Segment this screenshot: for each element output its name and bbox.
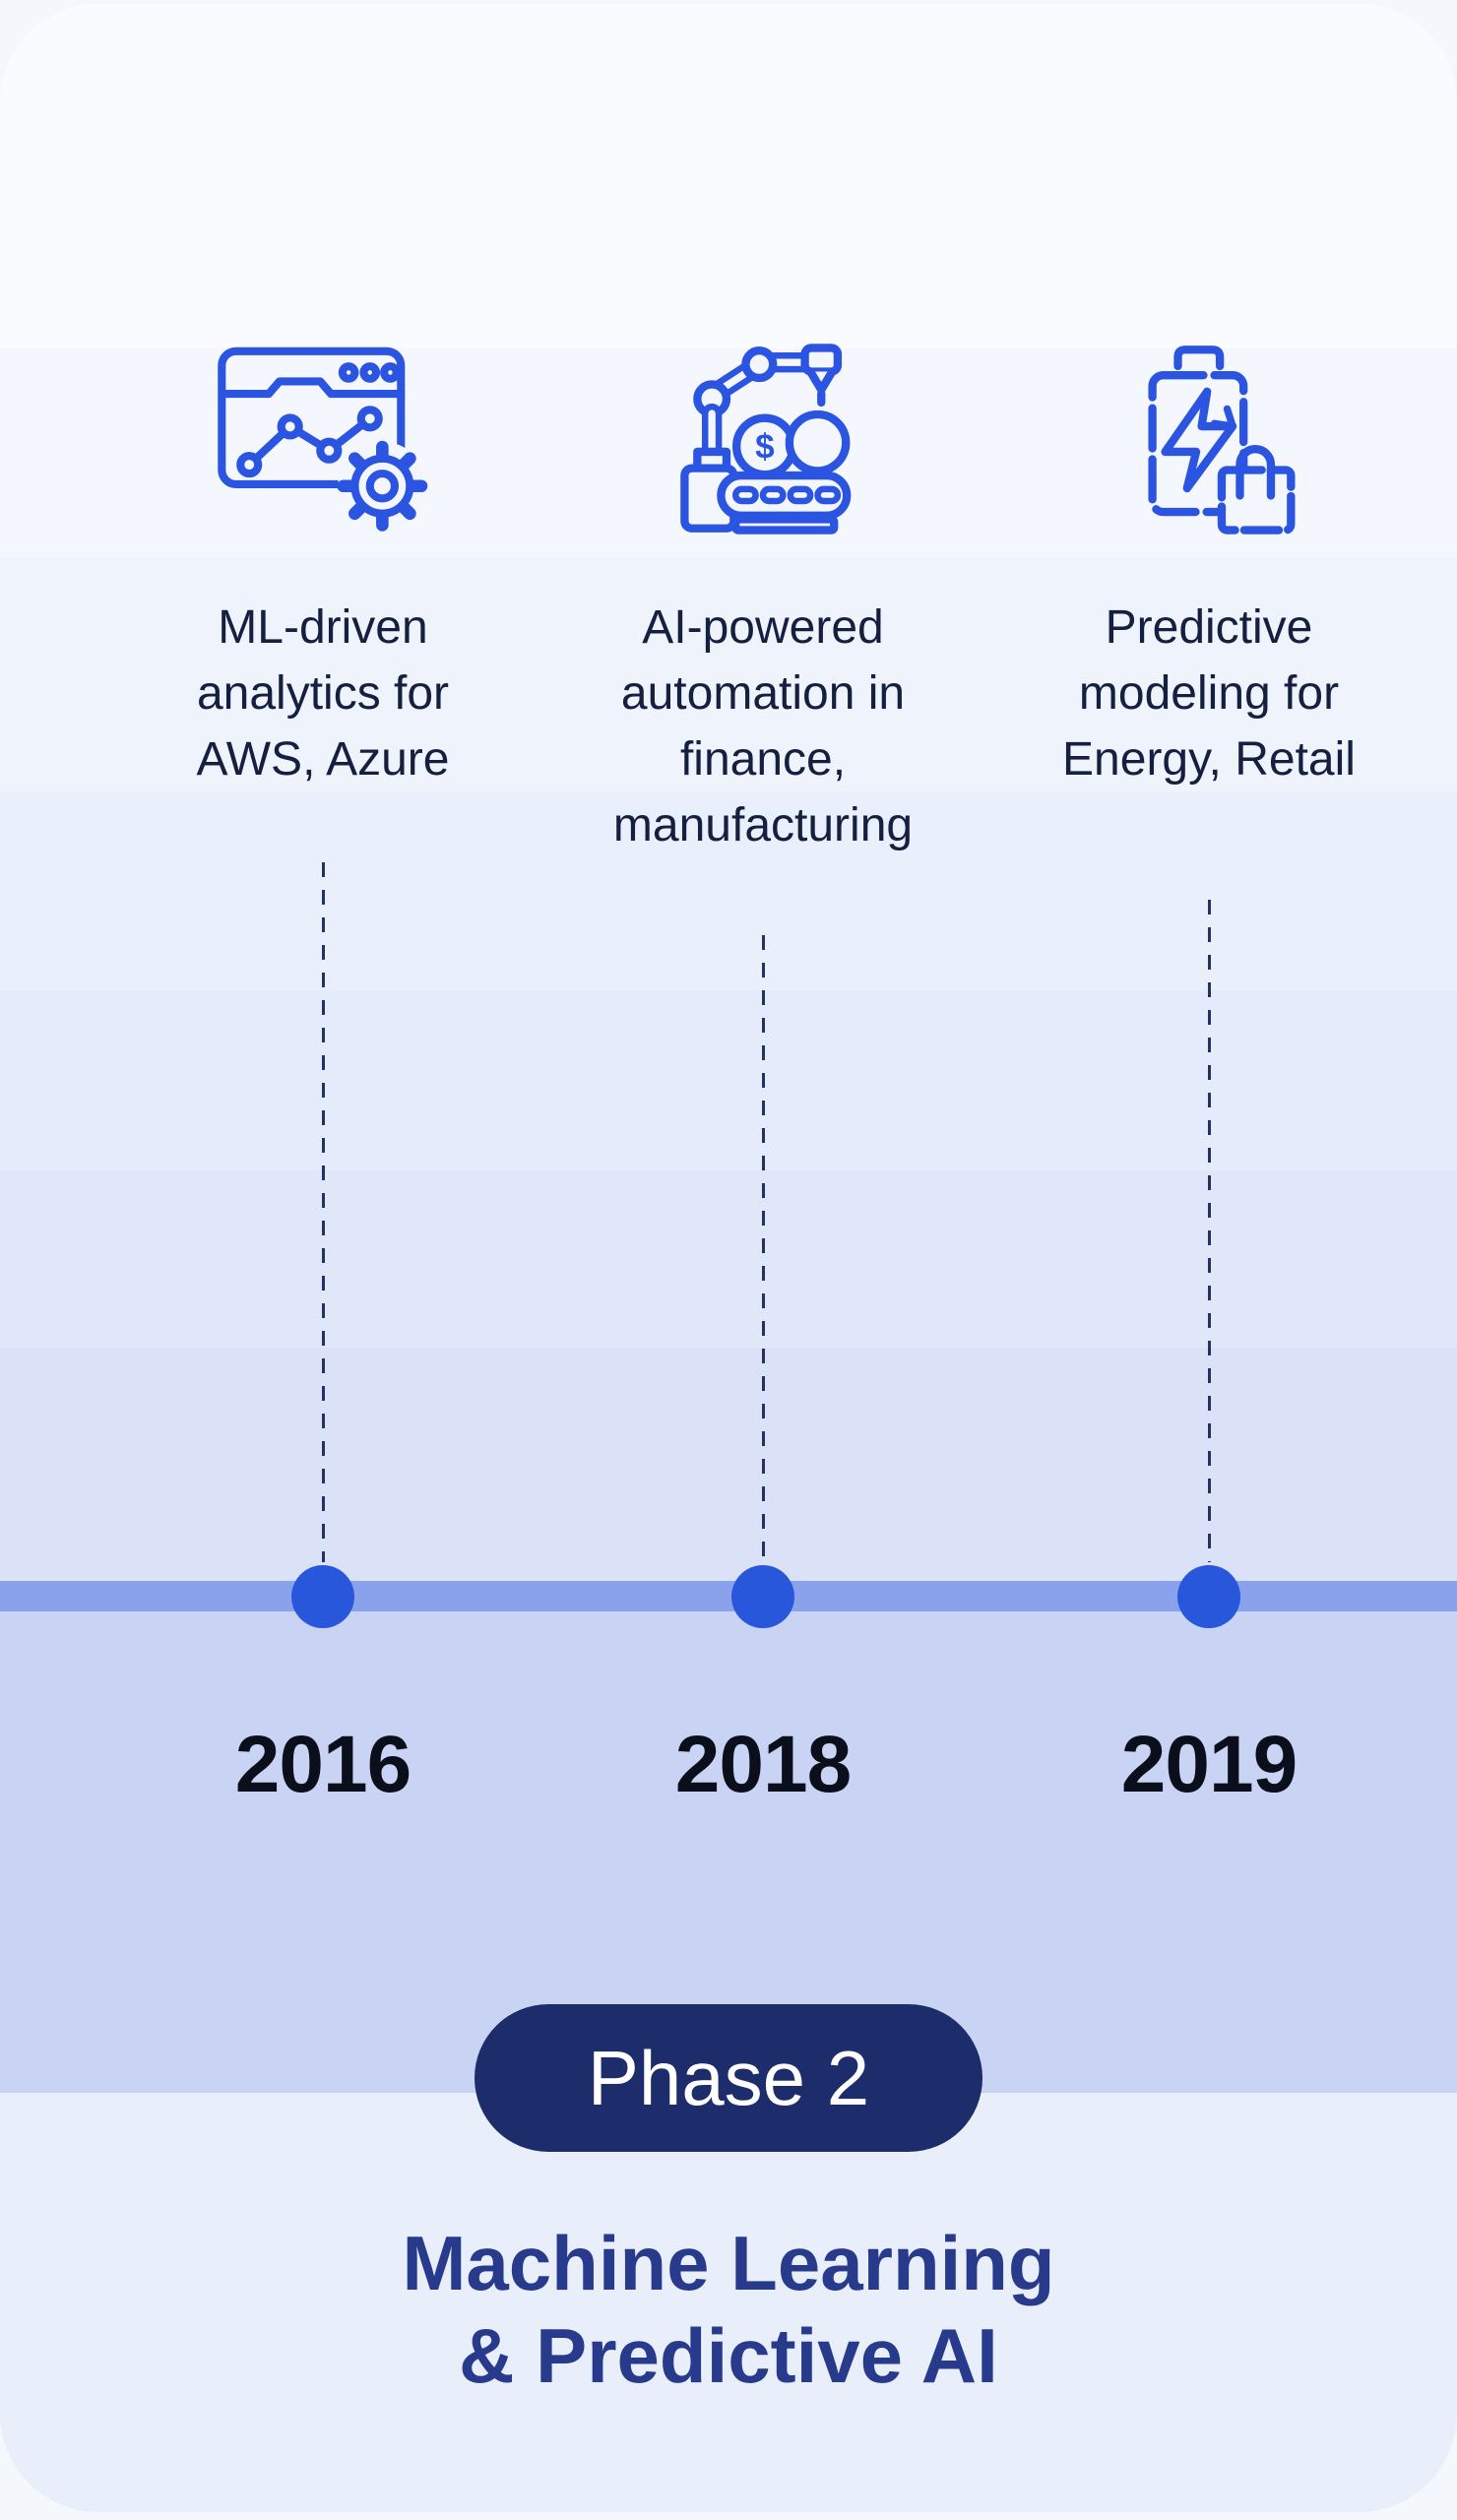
- background-stripe: [0, 791, 1457, 990]
- background-stripe: [0, 1170, 1457, 1348]
- background-stripe: [0, 557, 1457, 791]
- phase-title-line1: Machine Learning: [402, 2220, 1055, 2306]
- milestone-description: Predictive modeling for Energy, Retail: [1062, 601, 1356, 786]
- ai-automation-icon: $: [680, 344, 852, 535]
- milestone-year: 2016: [234, 1720, 412, 1809]
- milestone-connector: [761, 935, 765, 1562]
- phase-title-line2: & Predictive AI: [459, 2312, 998, 2399]
- icon-wrap: [214, 341, 432, 537]
- milestone-year: 2018: [674, 1720, 852, 1809]
- milestone-description: AI-powered automation in finance, manufa…: [612, 601, 914, 851]
- milestone-connector: [1207, 900, 1211, 1562]
- predictive-modeling-icon: [1148, 346, 1296, 535]
- milestone-year: 2019: [1120, 1720, 1298, 1809]
- milestone-description: ML-driven analytics for AWS, Azure: [196, 601, 450, 786]
- milestone-connector: [321, 862, 325, 1562]
- infographic-card: ML-driven analytics for AWS, Azure 2016: [0, 4, 1457, 2512]
- milestone-dot: [291, 1565, 354, 1628]
- background-stripe: [0, 4, 1457, 348]
- phase-title: Machine Learning & Predictive AI: [0, 2217, 1457, 2402]
- phase-badge: Phase 2: [475, 2004, 982, 2152]
- background-stripe: [0, 2093, 1457, 2512]
- svg-text:$: $: [755, 427, 775, 466]
- icon-wrap: [1117, 341, 1299, 537]
- background-stripe: [0, 990, 1457, 1170]
- ml-analytics-icon: [218, 346, 428, 532]
- background-stripe: [0, 1348, 1457, 1581]
- milestone-dot: [1177, 1565, 1240, 1628]
- milestone-dot: [731, 1565, 794, 1628]
- icon-wrap: $: [671, 341, 854, 537]
